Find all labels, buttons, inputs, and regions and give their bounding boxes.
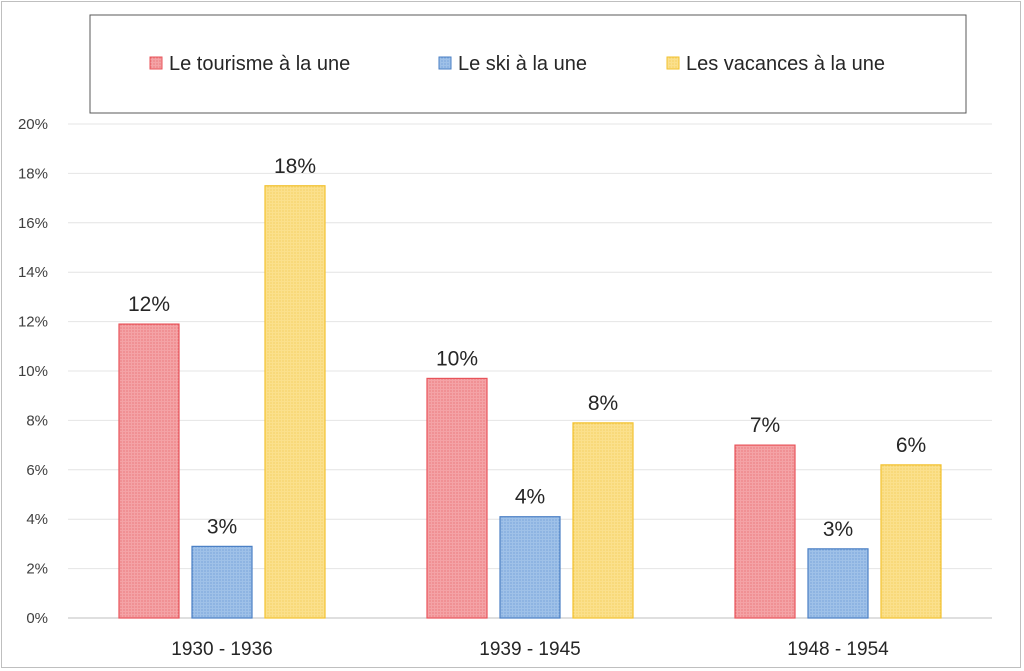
legend-label: Les vacances à la une — [686, 53, 885, 75]
bar — [426, 377, 488, 619]
legend-swatch — [438, 56, 452, 70]
bar — [734, 444, 796, 619]
y-axis-ticks: 0% 2% 4% 6% 8% 10% 12% 14% 16% 18% 20% — [18, 116, 48, 627]
legend-item: Les vacances à la une — [666, 53, 885, 75]
x-tick-label: 1939 - 1945 — [479, 639, 580, 660]
x-axis-labels: 1930 - 1936 1939 - 1945 1948 - 1954 — [171, 639, 889, 660]
legend-label: Le ski à la une — [458, 53, 587, 75]
y-tick-label: 20% — [18, 116, 48, 133]
y-tick-label: 4% — [26, 511, 48, 528]
legend-label: Le tourisme à la une — [169, 53, 350, 75]
legend-swatch — [149, 56, 163, 70]
legend-item: Le ski à la une — [438, 53, 587, 75]
legend-swatch — [666, 56, 680, 70]
bar — [264, 185, 326, 619]
data-label: 8% — [588, 392, 618, 415]
bar — [807, 548, 869, 619]
y-tick-label: 16% — [18, 215, 48, 232]
x-tick-label: 1948 - 1954 — [787, 639, 889, 660]
y-tick-label: 12% — [18, 314, 48, 331]
data-label: 7% — [750, 414, 780, 437]
bar — [118, 323, 180, 619]
y-tick-label: 6% — [26, 462, 48, 479]
legend-box — [89, 14, 967, 114]
bar — [572, 422, 634, 619]
grid — [68, 123, 992, 619]
bar — [880, 464, 942, 619]
data-label: 3% — [207, 515, 237, 538]
y-tick-label: 8% — [26, 412, 48, 429]
data-label: 12% — [128, 293, 170, 316]
y-tick-label: 10% — [18, 363, 48, 380]
y-tick-label: 14% — [18, 264, 48, 281]
data-label: 18% — [274, 155, 316, 178]
data-label: 4% — [515, 486, 545, 509]
x-tick-label: 1930 - 1936 — [171, 639, 272, 660]
data-label: 3% — [823, 518, 853, 541]
y-tick-label: 0% — [26, 610, 48, 627]
legend-item: Le tourisme à la une — [149, 53, 350, 75]
y-tick-label: 2% — [26, 561, 48, 578]
data-label: 6% — [896, 434, 926, 457]
data-labels: 12% 3% 18% 10% 4% 8% 7% 3% 6% — [128, 155, 926, 541]
bar — [499, 516, 561, 619]
legend: Le tourisme à la une Le ski à la une Les v… — [149, 53, 885, 75]
bar — [191, 545, 253, 619]
bars — [118, 185, 942, 619]
data-label: 10% — [436, 347, 478, 370]
y-tick-label: 18% — [18, 165, 48, 182]
